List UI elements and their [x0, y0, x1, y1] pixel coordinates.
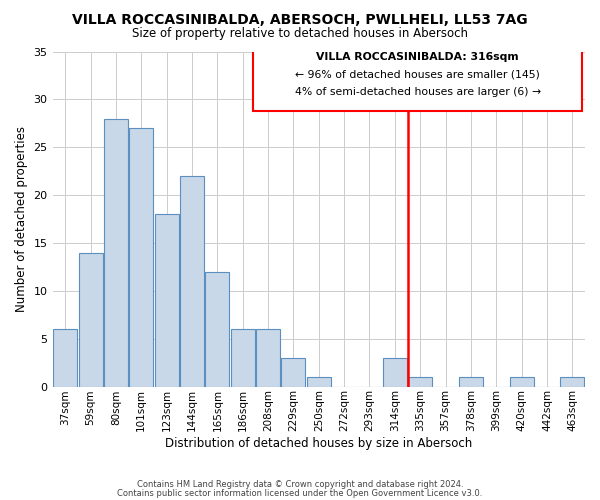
Bar	[307, 377, 331, 386]
Bar	[129, 128, 154, 386]
Text: 4% of semi-detached houses are larger (6) →: 4% of semi-detached houses are larger (6…	[295, 87, 541, 97]
Bar	[509, 377, 533, 386]
Bar	[155, 214, 179, 386]
Text: Size of property relative to detached houses in Abersoch: Size of property relative to detached ho…	[132, 28, 468, 40]
Bar	[230, 329, 255, 386]
Text: Contains public sector information licensed under the Open Government Licence v3: Contains public sector information licen…	[118, 489, 482, 498]
Bar	[79, 252, 103, 386]
Bar	[383, 358, 407, 386]
Bar	[104, 118, 128, 386]
Bar	[53, 329, 77, 386]
Bar	[281, 358, 305, 386]
Text: ← 96% of detached houses are smaller (145): ← 96% of detached houses are smaller (14…	[295, 70, 540, 80]
Bar	[253, 50, 583, 111]
Text: VILLA ROCCASINIBALDA: 316sqm: VILLA ROCCASINIBALDA: 316sqm	[316, 52, 519, 62]
Text: VILLA ROCCASINIBALDA, ABERSOCH, PWLLHELI, LL53 7AG: VILLA ROCCASINIBALDA, ABERSOCH, PWLLHELI…	[72, 12, 528, 26]
Bar	[408, 377, 432, 386]
Y-axis label: Number of detached properties: Number of detached properties	[15, 126, 28, 312]
Bar	[560, 377, 584, 386]
Text: Contains HM Land Registry data © Crown copyright and database right 2024.: Contains HM Land Registry data © Crown c…	[137, 480, 463, 489]
Bar	[180, 176, 204, 386]
Bar	[205, 272, 229, 386]
Bar	[459, 377, 483, 386]
X-axis label: Distribution of detached houses by size in Abersoch: Distribution of detached houses by size …	[165, 437, 472, 450]
Bar	[256, 329, 280, 386]
